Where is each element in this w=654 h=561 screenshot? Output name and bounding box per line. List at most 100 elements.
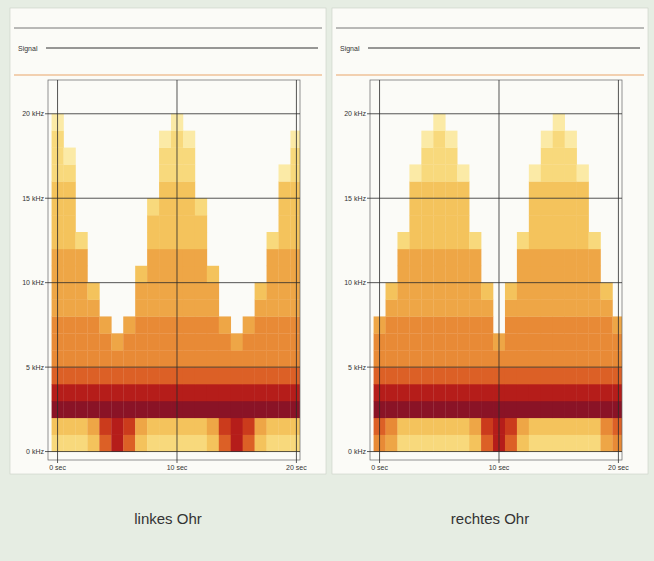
heatmap-cell (135, 435, 147, 452)
heatmap-cell (445, 131, 457, 148)
heatmap-cell (577, 198, 589, 215)
heatmap-cell (601, 198, 613, 215)
heatmap-cell (553, 114, 565, 131)
heatmap-cell (159, 131, 171, 148)
heatmap-cell (279, 283, 291, 300)
heatmap-cell (565, 435, 577, 452)
heatmap-cell (99, 367, 111, 384)
heatmap-cell (183, 181, 195, 198)
heatmap-cell (409, 266, 421, 283)
heatmap-cell (469, 367, 481, 384)
heatmap-cell (469, 164, 481, 181)
heatmap-cell (481, 164, 493, 181)
heatmap-cell (75, 316, 87, 333)
heatmap-cell (255, 181, 267, 198)
heatmap-cell (183, 249, 195, 266)
grid-line-y (370, 113, 622, 114)
heatmap-cell (541, 131, 553, 148)
heatmap-cell (505, 384, 517, 401)
heatmap-cell (577, 232, 589, 249)
heatmap-cell (243, 232, 255, 249)
heatmap-cell (577, 316, 589, 333)
heatmap-cell (553, 232, 565, 249)
heatmap-cell (421, 350, 433, 367)
heatmap-cell (64, 350, 76, 367)
heatmap-cell (589, 131, 601, 148)
heatmap-cell (99, 181, 111, 198)
heatmap-cell (433, 266, 445, 283)
heatmap-cell (64, 435, 76, 452)
heatmap-cell (75, 333, 87, 350)
heatmap-cell (457, 435, 469, 452)
y-tick (45, 113, 48, 114)
heatmap-cell (505, 164, 517, 181)
heatmap-cell (147, 316, 159, 333)
heatmap-cell (159, 300, 171, 317)
heatmap-cell (147, 367, 159, 384)
heatmap-cell (433, 283, 445, 300)
heatmap-cell (445, 181, 457, 198)
heatmap-cell (589, 164, 601, 181)
heatmap-cell (409, 164, 421, 181)
heatmap-cell (601, 384, 613, 401)
heatmap-cell (421, 300, 433, 317)
heatmap-cell (433, 148, 445, 165)
heatmap-cell (255, 232, 267, 249)
heatmap-cell (565, 215, 577, 232)
heatmap-cell (517, 114, 529, 131)
heatmap-cell (397, 300, 409, 317)
heatmap-cell (207, 300, 219, 317)
heatmap-cell (505, 350, 517, 367)
heatmap-cell (577, 181, 589, 198)
heatmap-cell (255, 266, 267, 283)
heatmap-cell (589, 350, 601, 367)
heatmap-cell (469, 249, 481, 266)
heatmap-cell (111, 114, 123, 131)
heatmap-cell (386, 333, 398, 350)
heatmap-cell (219, 114, 231, 131)
heatmap-cell (529, 333, 541, 350)
heatmap-cell (481, 350, 493, 367)
heatmap-cell (255, 215, 267, 232)
heatmap-cell (517, 131, 529, 148)
heatmap-cell (421, 232, 433, 249)
heatmap-cell (601, 232, 613, 249)
heatmap-cell (159, 148, 171, 165)
heatmap-cell (612, 249, 622, 266)
heatmap-cell (565, 350, 577, 367)
heatmap-cell (195, 435, 207, 452)
heatmap-cell (64, 283, 76, 300)
heatmap-cell (75, 350, 87, 367)
heatmap-cell (290, 384, 300, 401)
heatmap-cell (207, 114, 219, 131)
heatmap-cell (445, 316, 457, 333)
heatmap-cell (541, 266, 553, 283)
heatmap-cell (577, 435, 589, 452)
heatmap-cell (397, 249, 409, 266)
grid-line-y (48, 367, 300, 368)
heatmap-cell (231, 418, 243, 435)
heatmap-cell (553, 198, 565, 215)
heatmap-cell (517, 249, 529, 266)
heatmap-cell (255, 418, 267, 435)
heatmap-cell (589, 300, 601, 317)
heatmap-cell (75, 418, 87, 435)
heatmap-cell (123, 350, 135, 367)
heatmap-cell (279, 300, 291, 317)
heatmap-cell (433, 181, 445, 198)
heatmap-cell (433, 232, 445, 249)
heatmap-cell (255, 367, 267, 384)
heatmap-cell (87, 114, 99, 131)
heatmap-cell (290, 418, 300, 435)
heatmap-cell (457, 266, 469, 283)
panel-background (332, 8, 648, 474)
heatmap-cell (87, 333, 99, 350)
grid-line-x (296, 80, 297, 460)
heatmap-cell (135, 333, 147, 350)
heatmap-cell (183, 283, 195, 300)
heatmap-cell (290, 266, 300, 283)
heatmap-cell (517, 181, 529, 198)
heatmap-cell (469, 300, 481, 317)
heatmap-cell (589, 283, 601, 300)
heatmap-cell (207, 435, 219, 452)
